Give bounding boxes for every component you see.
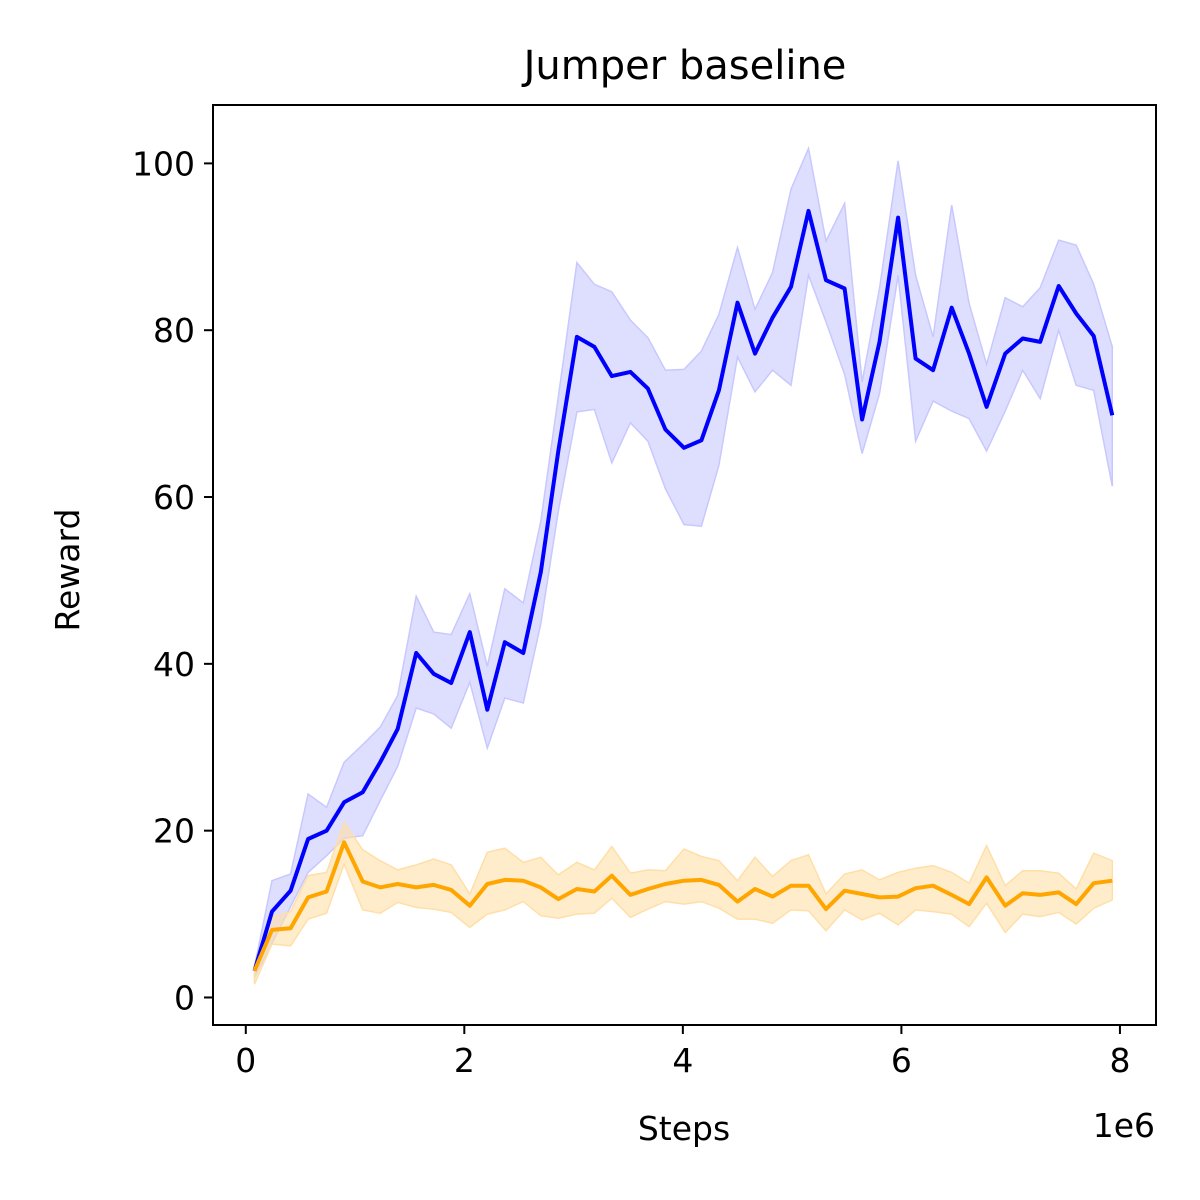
- confidence-bands: [253, 145, 1114, 985]
- y-tick-label: 80: [153, 311, 195, 350]
- x-tick-label: 6: [891, 1041, 912, 1080]
- x-axis-ticks: 0 2 4 6 8: [235, 1025, 1130, 1080]
- y-tick-label: 0: [174, 978, 195, 1017]
- chart-title: Jumper baseline: [521, 43, 847, 89]
- y-axis-label: Reward: [48, 509, 87, 632]
- series-1-band: [253, 145, 1114, 978]
- series-2-band: [253, 820, 1114, 985]
- series-lines: [252, 208, 1115, 972]
- plot-area: [252, 145, 1115, 985]
- y-tick-label: 100: [132, 144, 195, 183]
- x-tick-label: 8: [1109, 1041, 1130, 1080]
- x-axis-label: Steps: [638, 1109, 730, 1148]
- y-axis-ticks: 0 20 40 60 80 100: [132, 144, 213, 1017]
- x-tick-label: 0: [235, 1041, 256, 1080]
- x-tick-label: 4: [672, 1041, 693, 1080]
- series-1-line: [252, 208, 1115, 972]
- axes-frame: [212, 104, 1157, 1026]
- y-tick-label: 20: [153, 812, 195, 851]
- series-2-line: [252, 840, 1113, 972]
- x-axis-offset-label: 1e6: [1093, 1106, 1155, 1145]
- y-tick-label: 40: [153, 645, 195, 684]
- y-tick-label: 60: [153, 478, 195, 517]
- x-tick-label: 2: [454, 1041, 475, 1080]
